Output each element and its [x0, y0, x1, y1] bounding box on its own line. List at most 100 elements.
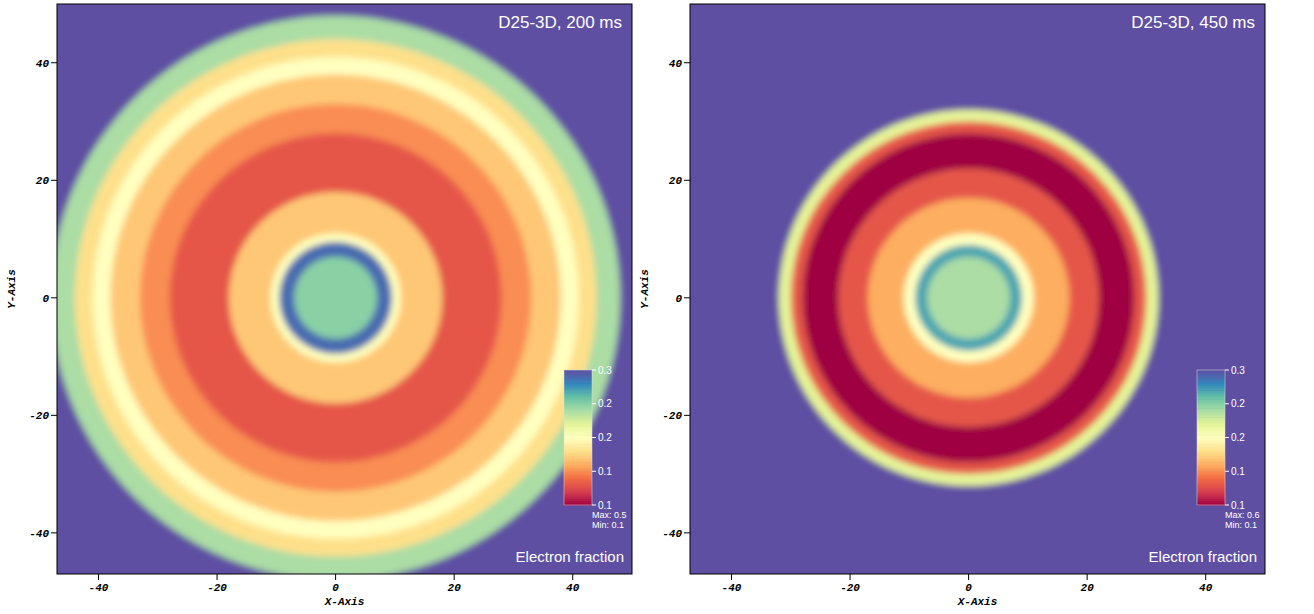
ring — [170, 133, 502, 462]
y-tick — [684, 415, 690, 416]
y-tick — [684, 180, 690, 181]
ring — [75, 39, 597, 556]
y-tick-label: -40 — [662, 528, 682, 540]
ring — [57, 16, 620, 574]
y-axis-title: Y-Axis — [639, 269, 651, 309]
colorbar-swatch — [1197, 370, 1225, 373]
colorbar-tick — [1225, 471, 1229, 472]
ring — [791, 122, 1147, 475]
colorbar-tick-label: 0.2 — [598, 432, 612, 443]
ring — [927, 257, 1010, 339]
ring — [270, 233, 400, 362]
colorbar-swatch — [564, 370, 592, 373]
x-tick-label: 20 — [1081, 582, 1095, 594]
ring — [140, 104, 531, 492]
x-tick — [968, 574, 969, 580]
panel-title: D25-3D, 450 ms — [1131, 13, 1255, 32]
x-tick — [98, 574, 99, 580]
colorbar-tick — [1225, 437, 1229, 438]
colorbar-max: Max: 0.5 — [592, 510, 627, 520]
colorbar-tick — [592, 437, 596, 438]
x-tick-label: -20 — [207, 582, 227, 594]
frame — [690, 4, 1265, 574]
ring — [93, 57, 579, 539]
panel-title: D25-3D, 200 ms — [498, 13, 622, 32]
colorbar-tick-label: 0.1 — [1231, 466, 1245, 477]
x-tick-label: 0 — [965, 582, 972, 594]
x-tick-label: 40 — [566, 582, 580, 594]
colorbar-title: Electron fraction — [516, 548, 624, 565]
colorbar-frame — [564, 370, 592, 505]
colorbar-min: Min: 0.1 — [592, 520, 624, 530]
ring — [294, 257, 377, 339]
colorbar-frame — [1197, 370, 1225, 505]
colorbar-tick-label: 0.1 — [1231, 500, 1245, 511]
x-tick — [335, 574, 336, 580]
y-tick — [684, 532, 690, 533]
y-tick-label: 20 — [36, 175, 50, 187]
x-tick-label: -40 — [722, 582, 742, 594]
colorbar-tick — [592, 370, 596, 371]
y-tick — [51, 180, 57, 181]
y-tick — [51, 297, 57, 298]
x-tick-label: 20 — [448, 582, 462, 594]
field — [57, 4, 632, 574]
ring — [838, 169, 1099, 428]
x-tick-label: 40 — [1199, 582, 1213, 594]
x-tick — [1087, 574, 1088, 580]
colorbar-tick — [592, 471, 596, 472]
colorbar-tick — [592, 403, 596, 404]
x-tick — [850, 574, 851, 580]
plot-area — [57, 4, 632, 574]
x-tick-label: -40 — [89, 582, 109, 594]
figure: -40 -20 0 20 40 -40 -20 0 20 40 X-Axis Y-Axis D25-3D… — [0, 0, 1314, 614]
ring — [779, 110, 1158, 486]
colorbar-tick-label: 0.2 — [598, 398, 612, 409]
colorbar-tick-label: 0.3 — [1231, 365, 1245, 376]
colorbar-max: Max: 0.6 — [1225, 510, 1260, 520]
y-axis-title: Y-Axis — [6, 269, 18, 309]
frame — [57, 4, 632, 574]
x-tick — [454, 574, 455, 580]
colorbar-tick — [592, 505, 596, 506]
y-tick-label: 20 — [669, 175, 683, 187]
ring — [690, 4, 1265, 574]
x-axis-title: X-Axis — [324, 596, 365, 608]
x-tick-label: 0 — [332, 582, 339, 594]
plot-area — [690, 4, 1265, 574]
field — [690, 4, 1265, 574]
colorbar-tick-label: 0.1 — [598, 466, 612, 477]
y-tick-label: 40 — [36, 58, 50, 70]
ring — [915, 245, 1022, 351]
ring — [110, 75, 561, 522]
y-tick — [51, 62, 57, 63]
colorbar-tick — [1225, 403, 1229, 404]
y-tick-label: -20 — [662, 410, 682, 422]
ring — [868, 198, 1070, 398]
y-tick-label: 0 — [42, 293, 49, 305]
colorbar-tick — [1225, 370, 1229, 371]
x-tick — [217, 574, 218, 580]
y-tick-label: 40 — [669, 58, 683, 70]
x-tick — [731, 574, 732, 580]
y-tick — [51, 532, 57, 533]
ring — [57, 4, 632, 574]
y-tick-label: -20 — [29, 410, 49, 422]
x-axis-title: X-Axis — [957, 596, 998, 608]
x-tick — [572, 574, 573, 580]
ring — [279, 242, 392, 354]
colorbar-min: Min: 0.1 — [1225, 520, 1257, 530]
ring — [229, 192, 442, 404]
x-tick — [1205, 574, 1206, 580]
y-tick — [51, 415, 57, 416]
x-tick-label: -20 — [840, 582, 860, 594]
y-tick-label: -40 — [29, 528, 49, 540]
ring — [803, 133, 1135, 462]
y-tick-label: 0 — [675, 293, 682, 305]
ring — [903, 233, 1033, 362]
y-tick — [684, 62, 690, 63]
y-tick — [684, 297, 690, 298]
colorbar-tick-label: 0.1 — [598, 500, 612, 511]
colorbar-title: Electron fraction — [1149, 548, 1257, 565]
colorbar-tick-label: 0.2 — [1231, 432, 1245, 443]
